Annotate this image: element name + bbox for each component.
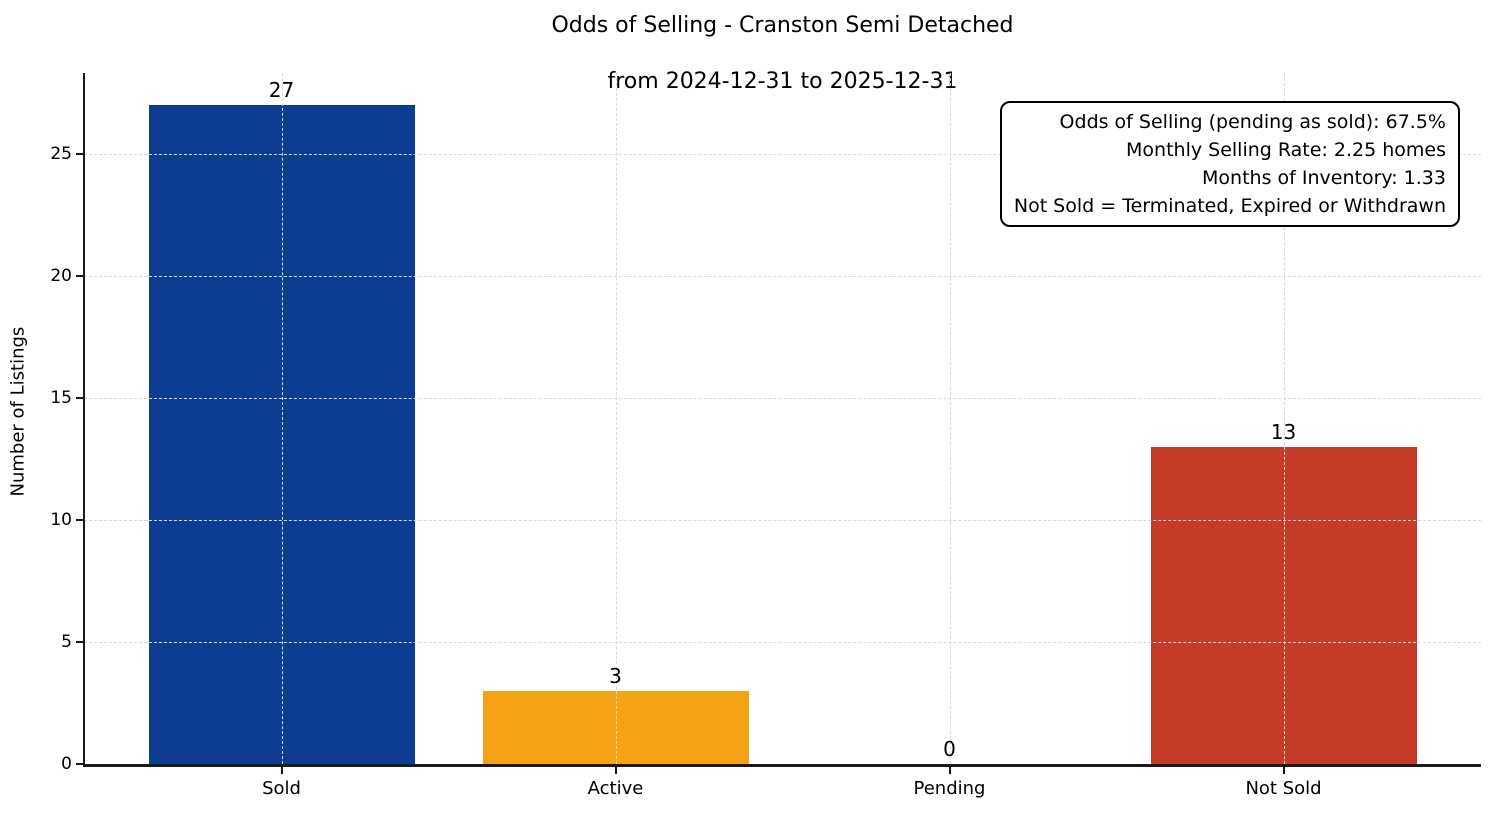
bar-value-label-pending: 0 (943, 737, 956, 761)
bar-value-label-not-sold: 13 (1270, 419, 1297, 444)
y-tick-label-15: 15 (50, 387, 72, 408)
y-tick-label-20: 20 (50, 265, 72, 286)
chart-title-line2: from 2024-12-31 to 2025-12-31 (607, 69, 958, 94)
gridline-vertical-pending (949, 73, 951, 764)
annotation-line-not-sold-note: Not Sold = Terminated, Expired or Withdr… (1013, 195, 1446, 217)
x-tick-mark-not-sold (1282, 766, 1285, 774)
gridline-vertical-active (615, 73, 617, 764)
y-tick-mark-5 (76, 640, 84, 643)
gridline-horizontal-20 (84, 275, 1481, 277)
annotation-line-odds: Odds of Selling (pending as sold): 67.5% (1059, 111, 1446, 133)
gridline-horizontal-10 (84, 519, 1481, 521)
x-tick-label-not-sold: Not Sold (1245, 778, 1322, 799)
y-tick-mark-10 (76, 518, 84, 521)
y-tick-label-10: 10 (50, 509, 72, 530)
x-tick-mark-sold (280, 766, 283, 774)
x-tick-mark-active (614, 766, 617, 774)
y-tick-label-5: 5 (61, 631, 72, 652)
gridline-horizontal-15 (84, 397, 1481, 399)
annotation-line-monthly-rate: Monthly Selling Rate: 2.25 homes (1126, 139, 1446, 161)
annotation-line-months-inventory: Months of Inventory: 1.33 (1202, 167, 1446, 189)
bar-value-label-active: 3 (609, 663, 622, 688)
x-axis-spine (84, 763, 1481, 767)
y-tick-mark-15 (76, 396, 84, 399)
bar-value-label-sold: 27 (268, 77, 295, 102)
chart-title: Odds of Selling - Cranston Semi Detached… (84, 12, 1481, 96)
y-tick-label-25: 25 (50, 143, 72, 164)
gridline-horizontal-25 (84, 153, 1481, 155)
gridline-vertical-not-sold (1283, 73, 1285, 764)
y-tick-mark-25 (76, 152, 84, 155)
gridline-vertical-sold (281, 73, 283, 764)
annotation-box: Odds of Selling (pending as sold): 67.5%… (999, 101, 1460, 227)
chart-title-line1: Odds of Selling - Cranston Semi Detached (551, 13, 1014, 38)
gridline-horizontal-5 (84, 641, 1481, 643)
x-tick-label-sold: Sold (262, 778, 301, 799)
y-axis-label: Number of Listings (7, 326, 29, 497)
x-tick-label-pending: Pending (913, 778, 986, 799)
y-axis-spine (82, 73, 85, 767)
y-tick-label-0: 0 (61, 754, 72, 774)
x-tick-label-active: Active (587, 778, 644, 799)
x-tick-mark-pending (948, 766, 951, 774)
y-tick-mark-20 (76, 274, 84, 277)
y-tick-mark-0 (76, 763, 84, 765)
